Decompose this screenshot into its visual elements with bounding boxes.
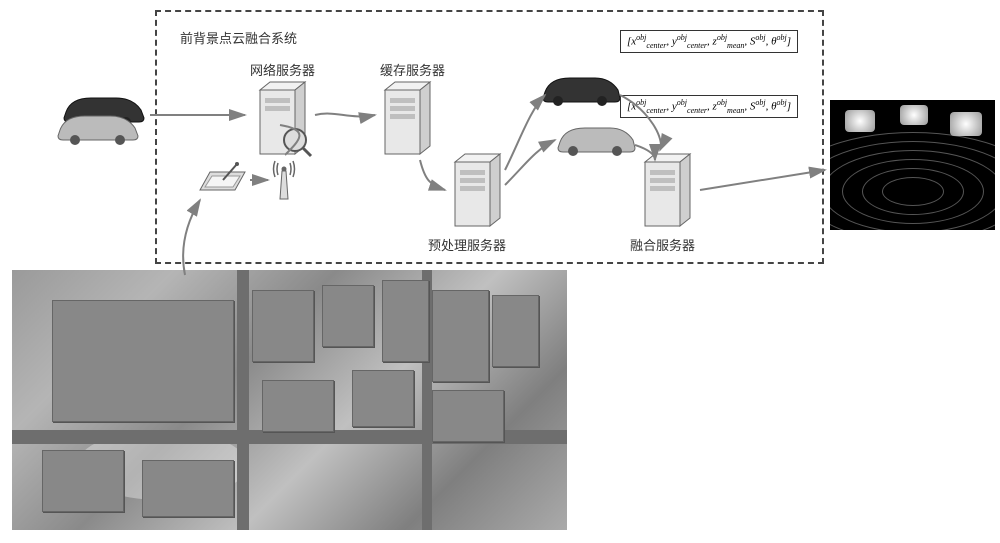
arrow-preprocess-to-carbot [505,140,555,185]
arrow-carbot-to-fusion [635,145,655,160]
arrow-preprocess-to-cartop [505,95,545,170]
arrows-layer [0,0,1000,543]
diagram-canvas: 前背景点云融合系统 网络服务器 缓存服务器 预处理服务器 融合服务器 [0,0,1000,543]
arrow-web-to-cache [315,114,375,117]
arrow-cartop-to-fusion [620,95,661,150]
arrow-antenna-to-web [280,125,299,155]
arrow-cache-to-preprocess [420,160,445,190]
arrow-aerial-to-tablet [183,200,200,275]
arrow-fusion-to-lidar [700,170,825,190]
